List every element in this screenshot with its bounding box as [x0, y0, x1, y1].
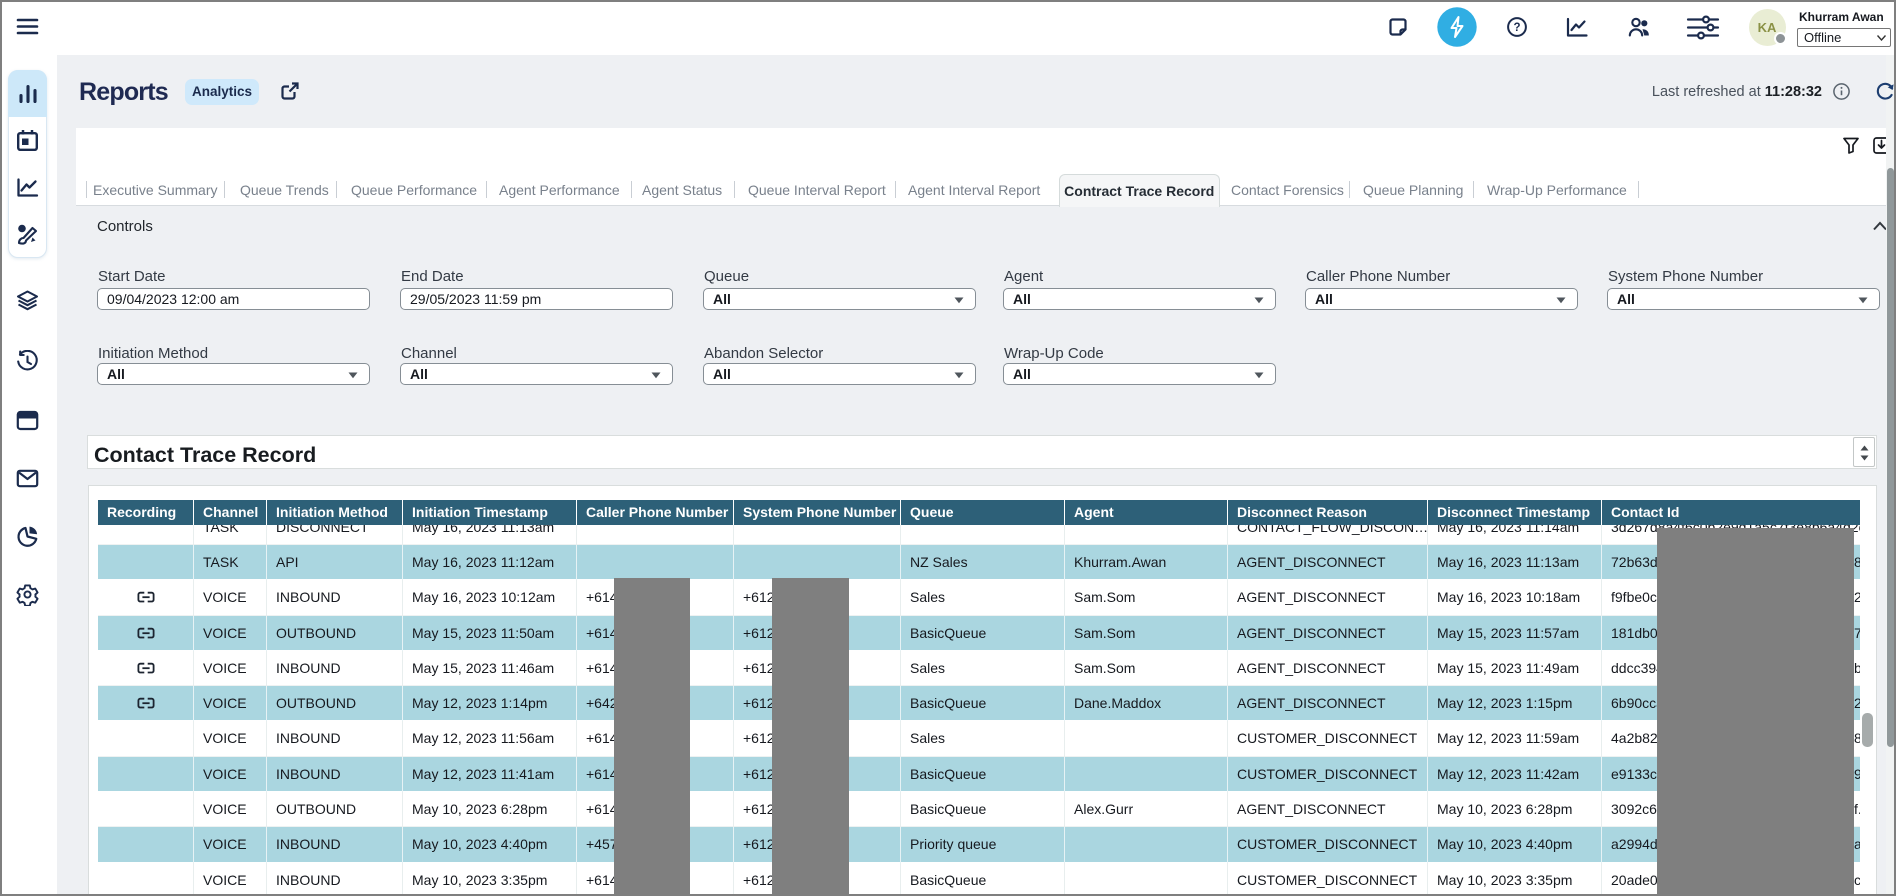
svg-text:?: ? — [1513, 22, 1520, 34]
